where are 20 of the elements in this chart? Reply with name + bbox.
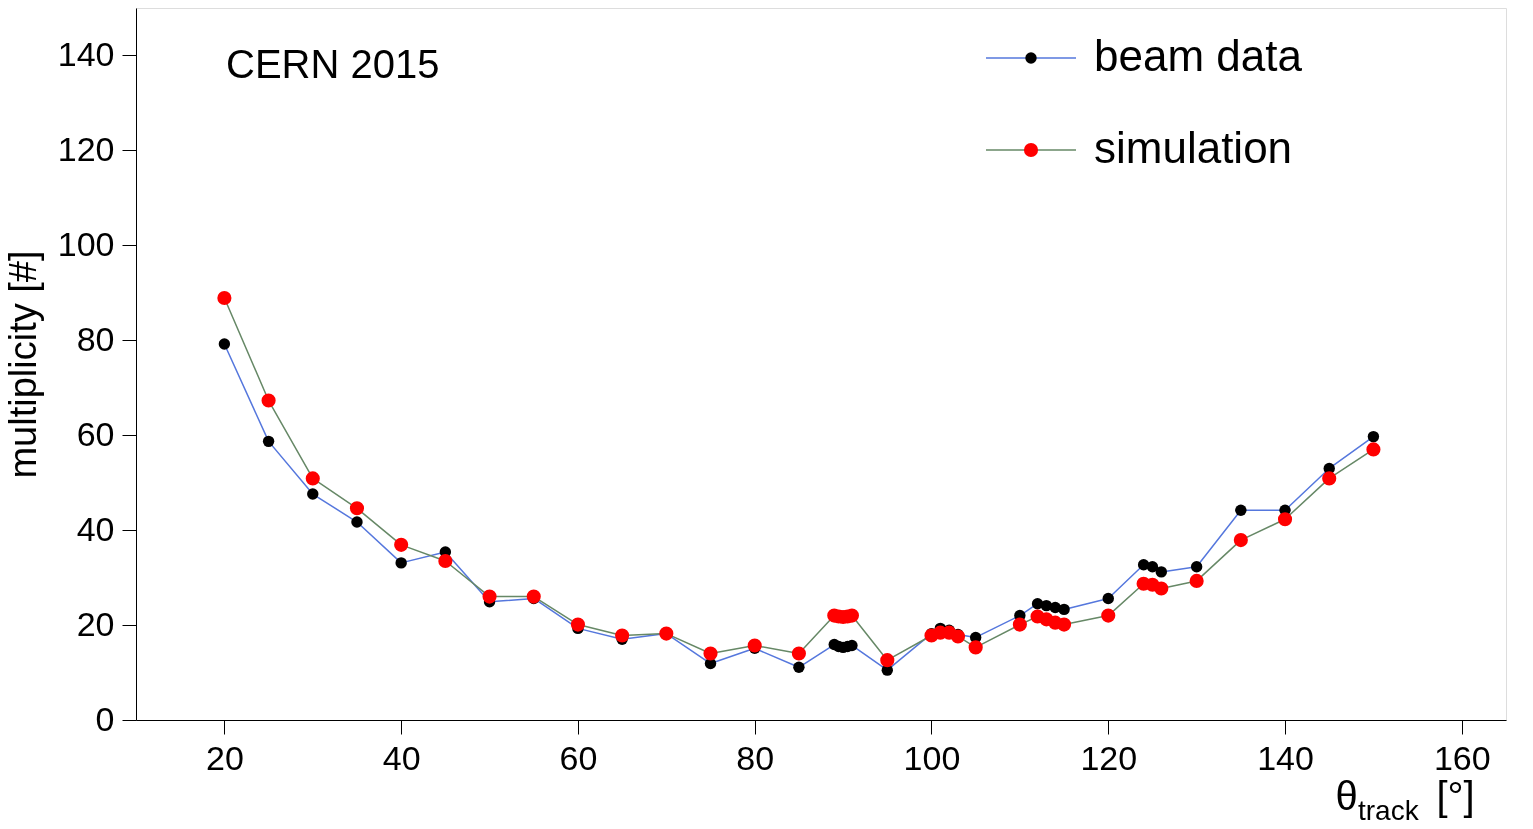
legend-label: simulation — [1094, 123, 1293, 172]
y-tick-label: 40 — [76, 509, 115, 548]
y-tick-label: 0 — [95, 699, 115, 738]
x-tick-label: 100 — [903, 738, 961, 777]
x-tick-label: 140 — [1257, 738, 1314, 777]
y-tick-label: 60 — [76, 414, 115, 453]
y-tick-label: 100 — [57, 224, 115, 263]
x-tick-label: 80 — [736, 738, 775, 777]
x-tick-label: 160 — [1433, 738, 1491, 777]
y-tick-label: 20 — [76, 604, 115, 643]
x-tick-label: 120 — [1080, 738, 1138, 777]
x-tick-label: 40 — [382, 738, 421, 777]
y-axis-title: multiplicity [#] — [1, 250, 44, 479]
y-tick-label: 120 — [57, 129, 115, 168]
y-tick-label: 140 — [57, 34, 115, 73]
y-tick-label: 80 — [76, 319, 115, 358]
x-tick-label: 60 — [559, 738, 598, 777]
annotation: CERN 2015 — [226, 42, 440, 86]
x-tick-label: 20 — [205, 738, 244, 777]
legend-label: beam data — [1094, 31, 1303, 80]
